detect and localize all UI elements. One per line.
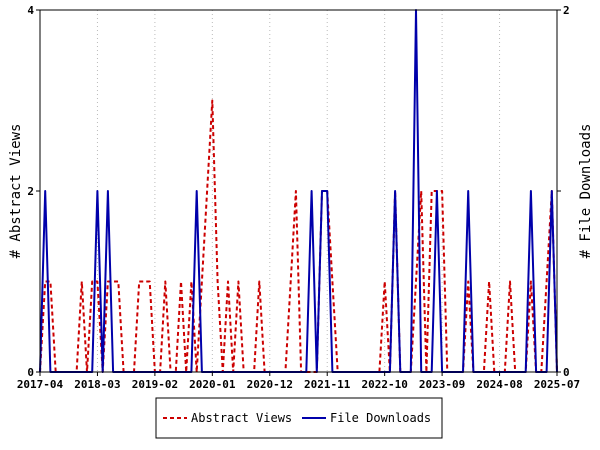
y-left-tick-label: 4 bbox=[27, 4, 34, 17]
y-axis-left-title: # Abstract Views bbox=[8, 124, 24, 259]
y-axis-right-title: # File Downloads bbox=[578, 124, 594, 259]
series-line-file-downloads bbox=[39, 9, 558, 373]
legend-box bbox=[155, 397, 443, 439]
x-axis: 2017-04 2018-03 2019-02 2020-01 2020-12 2021-… bbox=[17, 372, 580, 391]
series-layer bbox=[39, 9, 558, 373]
x-tick-label: 2019-02 bbox=[132, 378, 178, 391]
x-tick-label: 2017-04 bbox=[17, 378, 64, 391]
plot-area-frame bbox=[39, 9, 558, 373]
y-left-tick-label: 2 bbox=[27, 185, 34, 198]
legend: Abstract Views File Downloads bbox=[155, 397, 443, 439]
y-right-tick-label: 0 bbox=[563, 366, 570, 379]
y-right-tick-label: 2 bbox=[563, 4, 570, 17]
x-tick-label: 2025-07 bbox=[534, 378, 580, 391]
x-tick-label: 2022-10 bbox=[361, 378, 407, 391]
x-tick-label: 2020-01 bbox=[189, 378, 236, 391]
x-tick-label: 2018-03 bbox=[74, 378, 120, 391]
x-tick-label: 2021-11 bbox=[304, 378, 351, 391]
y-axis-right: 02 bbox=[557, 4, 570, 379]
legend-label-abstract-views: Abstract Views bbox=[191, 411, 292, 425]
x-tick-label: 2024-08 bbox=[476, 378, 522, 391]
x-tick-label: 2023-09 bbox=[419, 378, 465, 391]
x-tick-label: 2020-12 bbox=[247, 378, 293, 391]
y-axis-left: 0 2 4 bbox=[27, 4, 40, 379]
series-line-abstract-views bbox=[39, 99, 558, 373]
grid-lines bbox=[39, 10, 558, 372]
y-left-tick-label: 0 bbox=[27, 366, 34, 379]
legend-label-file-downloads: File Downloads bbox=[330, 411, 431, 425]
